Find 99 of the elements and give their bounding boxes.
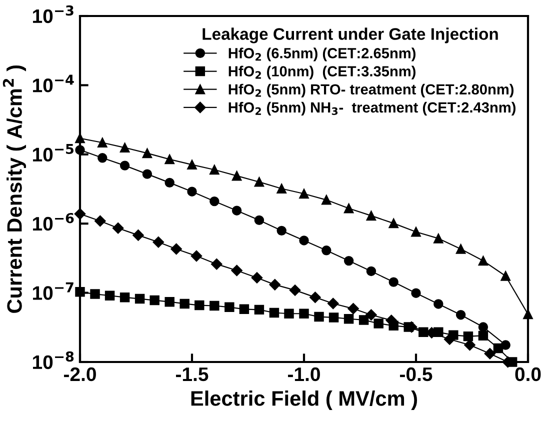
point [98, 153, 108, 163]
y-tick-label: 10$^{−6}$ [33, 212, 74, 231]
point [344, 256, 354, 266]
point [366, 266, 376, 276]
legend-label: HfO$_{2}$ (6.5nm) (CET:2.65nm) [228, 48, 416, 62]
point [478, 256, 488, 266]
point [344, 204, 354, 214]
point [434, 299, 444, 309]
point [187, 160, 197, 170]
point [358, 315, 369, 325]
y-axis-title: Current Density ( A/cm$^{2}$ ) [2, 65, 26, 313]
point [344, 314, 354, 324]
point [310, 292, 321, 303]
point [190, 250, 202, 262]
x-tick-label: -0.5 [400, 367, 432, 382]
point [411, 288, 421, 298]
point [463, 331, 474, 342]
legend-title: Leakage Current under Gate Injection [202, 28, 498, 44]
point [299, 236, 309, 246]
point [150, 295, 160, 306]
point [134, 294, 145, 304]
point [210, 196, 220, 206]
point [322, 195, 332, 205]
x-tick-label: 0.0 [515, 367, 541, 382]
point [328, 298, 339, 310]
point [104, 290, 115, 300]
legend-label: HfO$_{2}$ (5nm) RTO- treatment (CET:2.80nm) [228, 84, 514, 98]
point [210, 300, 220, 311]
point [289, 284, 301, 296]
point [478, 330, 488, 341]
point [314, 312, 324, 322]
point [434, 234, 444, 244]
point [120, 160, 130, 170]
point [194, 300, 204, 310]
x-tick-label: -1.0 [288, 367, 320, 382]
point [251, 272, 263, 284]
point [254, 304, 264, 315]
point [180, 298, 190, 309]
point [164, 154, 174, 164]
y-tick-label: 10$^{−3}$ [33, 5, 74, 24]
point [211, 258, 222, 270]
point [374, 318, 384, 328]
point [444, 334, 456, 345]
point [120, 142, 130, 153]
point [299, 308, 309, 318]
point [484, 348, 496, 360]
point [276, 184, 286, 194]
point [224, 302, 234, 312]
x-tick-label: -2.0 [64, 367, 96, 382]
point [98, 138, 108, 148]
point [366, 210, 376, 221]
point [142, 169, 152, 179]
point [187, 186, 197, 196]
y-tick-label: 10$^{−4}$ [33, 74, 74, 92]
point [232, 206, 242, 216]
point [493, 343, 504, 354]
point [232, 170, 242, 181]
point [170, 243, 182, 255]
point [75, 287, 85, 297]
point [366, 309, 377, 320]
y-tick-label: 10$^{−5}$ [33, 144, 74, 162]
point [299, 188, 309, 199]
x-tick-label: -1.5 [176, 368, 208, 382]
point [269, 279, 280, 290]
point [411, 226, 421, 237]
point [284, 308, 294, 318]
point [75, 133, 85, 144]
point [142, 148, 152, 158]
point [500, 271, 510, 281]
point [94, 215, 106, 227]
point [254, 215, 264, 226]
point [478, 322, 488, 332]
point [90, 289, 100, 299]
point [120, 292, 130, 302]
legend-label: HfO$_{2}$ (10nm) (CET:3.35nm) [228, 66, 416, 80]
point [388, 218, 398, 228]
point [210, 164, 220, 175]
point [523, 309, 533, 320]
point [164, 296, 174, 307]
point [254, 177, 264, 187]
point [276, 226, 286, 236]
point [132, 230, 144, 241]
legend-label: HfO$_{2}$ (5nm) NH$_{3}$- treatment (CET:2.43nm) [228, 102, 516, 116]
point [269, 308, 280, 318]
y-tick-label: 10$^{−7}$ [33, 282, 74, 300]
point [456, 310, 466, 320]
point [388, 277, 398, 287]
point [152, 236, 164, 248]
x-axis-title: Electric Field ( MV/cm ) [191, 390, 418, 410]
point [348, 303, 359, 314]
point [75, 145, 85, 155]
point [112, 222, 124, 234]
point [231, 264, 242, 276]
point [164, 178, 174, 188]
point [322, 246, 332, 256]
point [74, 208, 86, 220]
point [239, 304, 250, 314]
point [456, 244, 466, 254]
point [328, 312, 339, 322]
